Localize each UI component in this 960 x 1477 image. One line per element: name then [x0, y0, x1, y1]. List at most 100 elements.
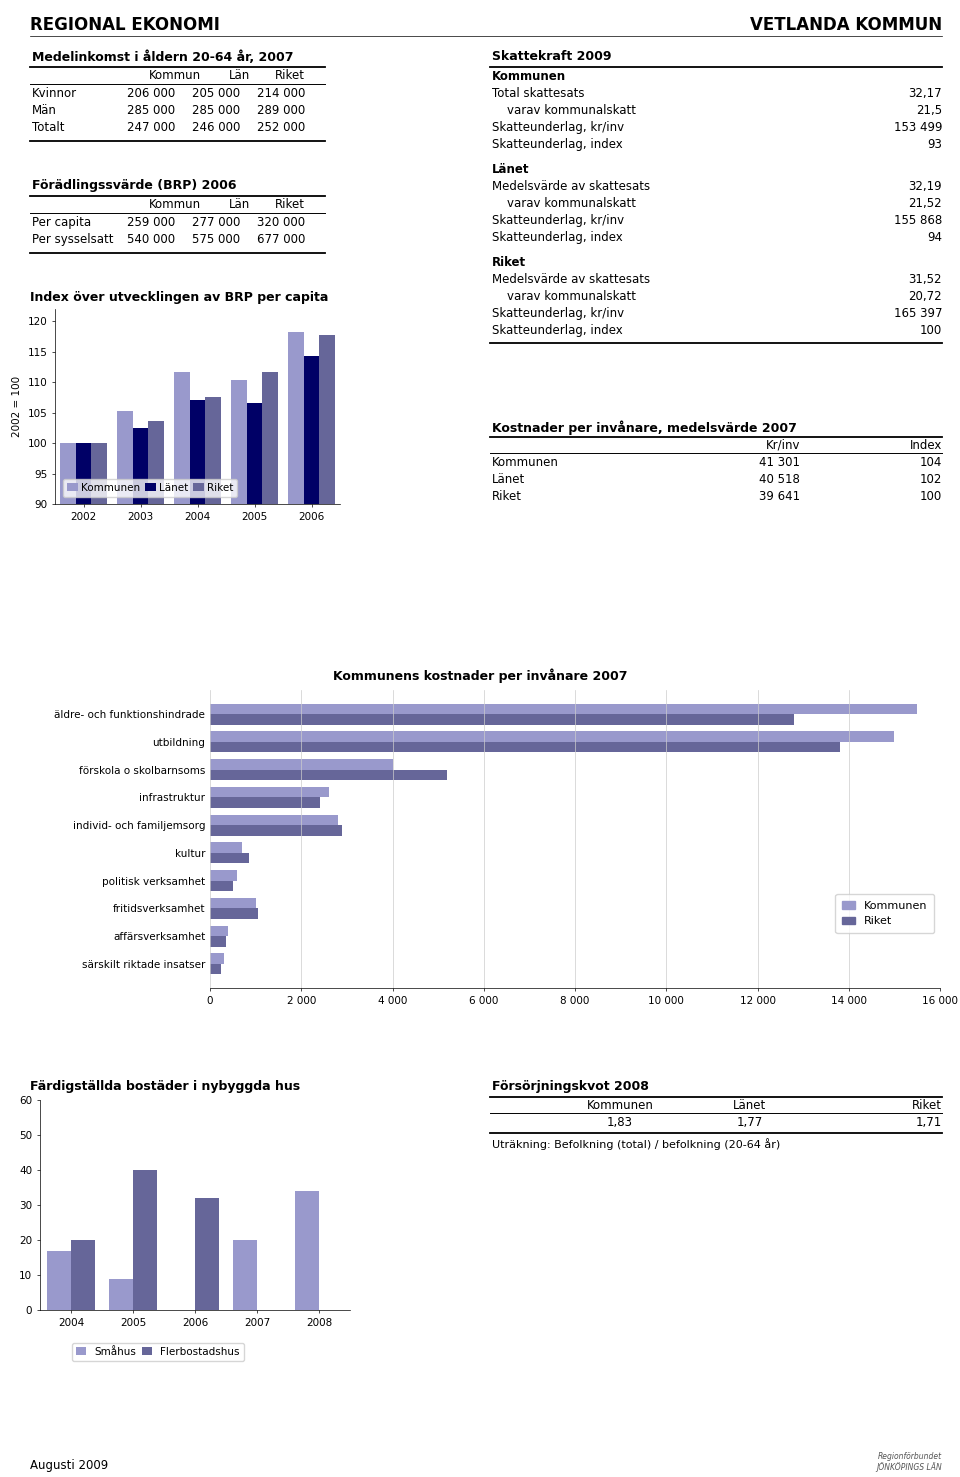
- Text: Skattekraft 2009: Skattekraft 2009: [492, 50, 612, 64]
- Bar: [76, 443, 91, 1053]
- Text: 677 000: 677 000: [256, 233, 305, 247]
- Text: 32,19: 32,19: [908, 180, 942, 193]
- Bar: [175, 372, 190, 1053]
- Text: 1,77: 1,77: [737, 1117, 763, 1128]
- Text: Kostnader per invånare, medelsvärde 2007: Kostnader per invånare, medelsvärde 2007: [492, 419, 797, 434]
- Bar: [210, 908, 258, 919]
- Text: Riket: Riket: [492, 256, 526, 269]
- Text: Riket: Riket: [275, 69, 305, 83]
- Text: Riket: Riket: [492, 490, 522, 504]
- Text: Kommunen: Kommunen: [587, 1099, 654, 1112]
- Text: 540 000: 540 000: [127, 233, 175, 247]
- Text: Riket: Riket: [912, 1099, 942, 1112]
- Text: Kommunen: Kommunen: [492, 69, 566, 83]
- Text: varav kommunalskatt: varav kommunalskatt: [492, 289, 636, 303]
- Legend: Kommunen, Länet, Riket: Kommunen, Länet, Riket: [63, 479, 237, 496]
- Text: 575 000: 575 000: [192, 233, 240, 247]
- Text: Kommunen: Kommunen: [492, 456, 559, 470]
- Bar: [205, 397, 221, 1053]
- Text: Skatteunderlag, index: Skatteunderlag, index: [492, 137, 623, 151]
- Bar: [210, 870, 237, 880]
- Text: 205 000: 205 000: [192, 87, 240, 100]
- Bar: [109, 1279, 133, 1310]
- Text: Medelinkomst i åldern 20-64 år, 2007: Medelinkomst i åldern 20-64 år, 2007: [32, 50, 294, 64]
- Text: VETLANDA KOMMUN: VETLANDA KOMMUN: [750, 16, 942, 34]
- Text: Förädlingssvärde (BRP) 2006: Förädlingssvärde (BRP) 2006: [32, 179, 236, 192]
- Text: Män: Män: [32, 103, 57, 117]
- Text: Länet: Länet: [492, 162, 530, 176]
- Text: 39 641: 39 641: [758, 490, 800, 504]
- Bar: [133, 1170, 156, 1310]
- Text: 100: 100: [920, 490, 942, 504]
- Text: Skatteunderlag, kr/inv: Skatteunderlag, kr/inv: [492, 121, 624, 134]
- Bar: [60, 443, 76, 1053]
- Text: Per capita: Per capita: [32, 216, 91, 229]
- Bar: [190, 400, 205, 1053]
- Text: Total skattesats: Total skattesats: [492, 87, 585, 100]
- Text: Kommunens kostnader per invånare 2007: Kommunens kostnader per invånare 2007: [333, 668, 627, 682]
- Bar: [47, 1251, 71, 1310]
- Text: 252 000: 252 000: [256, 121, 305, 134]
- Bar: [210, 731, 895, 741]
- Bar: [210, 953, 224, 964]
- Bar: [117, 411, 132, 1053]
- Text: 102: 102: [920, 473, 942, 486]
- Text: 285 000: 285 000: [192, 103, 240, 117]
- Text: REGIONAL EKONOMI: REGIONAL EKONOMI: [30, 16, 220, 34]
- Bar: [210, 713, 794, 725]
- Text: Kvinnor: Kvinnor: [32, 87, 77, 100]
- Text: 277 000: 277 000: [192, 216, 240, 229]
- Text: Län: Län: [229, 198, 251, 211]
- Text: Riket: Riket: [275, 198, 305, 211]
- Text: 153 499: 153 499: [894, 121, 942, 134]
- Text: 320 000: 320 000: [257, 216, 305, 229]
- Text: Index över utvecklingen av BRP per capita: Index över utvecklingen av BRP per capit…: [30, 291, 328, 304]
- Text: 206 000: 206 000: [127, 87, 175, 100]
- Text: Medelsvärde av skattesats: Medelsvärde av skattesats: [492, 180, 650, 193]
- Text: Per sysselsatt: Per sysselsatt: [32, 233, 113, 247]
- Bar: [210, 826, 343, 836]
- Bar: [210, 759, 393, 770]
- Text: 155 868: 155 868: [894, 214, 942, 227]
- Text: Länet: Länet: [733, 1099, 767, 1112]
- Text: Regionförbundet
JÖNKÖPINGS LÄN: Regionförbundet JÖNKÖPINGS LÄN: [876, 1452, 942, 1473]
- Text: Skatteunderlag, kr/inv: Skatteunderlag, kr/inv: [492, 214, 624, 227]
- Text: 100: 100: [920, 323, 942, 337]
- Bar: [210, 842, 242, 852]
- Text: 259 000: 259 000: [127, 216, 175, 229]
- Text: Index: Index: [910, 439, 942, 452]
- Text: Kommun: Kommun: [149, 69, 201, 83]
- Text: Uträkning: Befolkning (total) / befolkning (20-64 år): Uträkning: Befolkning (total) / befolkni…: [492, 1137, 780, 1151]
- Text: 1,71: 1,71: [916, 1117, 942, 1128]
- Bar: [210, 936, 226, 947]
- Bar: [303, 356, 319, 1053]
- Text: varav kommunalskatt: varav kommunalskatt: [492, 103, 636, 117]
- Bar: [231, 380, 247, 1053]
- Text: Augusti 2009: Augusti 2009: [30, 1459, 108, 1473]
- Text: 21,5: 21,5: [916, 103, 942, 117]
- Legend: Kommunen, Riket: Kommunen, Riket: [835, 894, 934, 933]
- Text: Totalt: Totalt: [32, 121, 64, 134]
- Text: 20,72: 20,72: [908, 289, 942, 303]
- Bar: [132, 428, 148, 1053]
- Bar: [210, 798, 320, 808]
- Text: 214 000: 214 000: [256, 87, 305, 100]
- Bar: [262, 372, 277, 1053]
- Bar: [71, 1241, 94, 1310]
- Bar: [233, 1241, 257, 1310]
- Bar: [210, 852, 249, 864]
- Text: 165 397: 165 397: [894, 307, 942, 321]
- Text: Skatteunderlag, index: Skatteunderlag, index: [492, 323, 623, 337]
- Text: Län: Län: [229, 69, 251, 83]
- Bar: [210, 703, 917, 713]
- Text: 289 000: 289 000: [256, 103, 305, 117]
- Bar: [91, 443, 107, 1053]
- Text: Försörjningskvot 2008: Försörjningskvot 2008: [492, 1080, 649, 1093]
- Text: Medelsvärde av skattesats: Medelsvärde av skattesats: [492, 273, 650, 287]
- Bar: [247, 403, 262, 1053]
- Text: varav kommunalskatt: varav kommunalskatt: [492, 196, 636, 210]
- Text: Skatteunderlag, index: Skatteunderlag, index: [492, 230, 623, 244]
- Bar: [210, 880, 233, 891]
- Bar: [210, 741, 840, 752]
- Text: 104: 104: [920, 456, 942, 470]
